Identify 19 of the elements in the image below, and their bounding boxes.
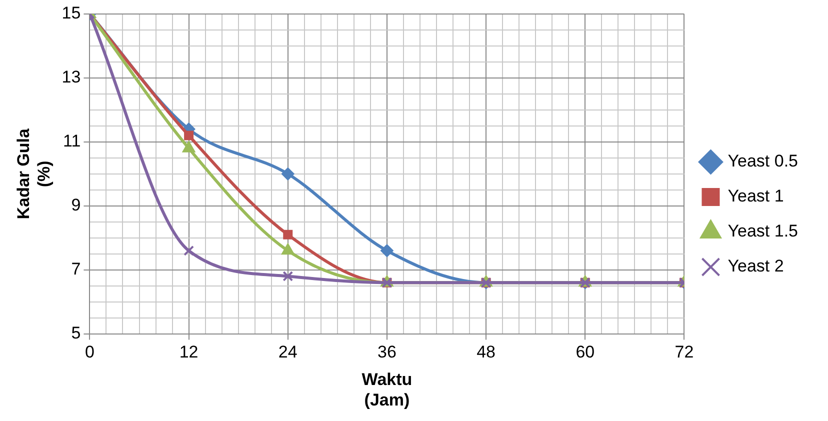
legend-label: Yeast 1 xyxy=(728,186,784,206)
y-tick-label: 11 xyxy=(63,132,81,151)
y-tick-label: 5 xyxy=(71,323,81,342)
x-tick-label: 24 xyxy=(278,342,298,362)
x-tick-label: 12 xyxy=(179,342,198,362)
y-tick-label: 9 xyxy=(71,196,81,215)
y-tick-label: 15 xyxy=(62,4,81,23)
y-axis-title: Kadar Gula (%) xyxy=(14,128,54,220)
x-axis-title: Waktu (Jam) xyxy=(362,370,412,410)
legend-label: Yeast 2 xyxy=(728,256,784,276)
x-tick-label: 0 xyxy=(84,342,94,362)
legend-label: Yeast 0.5 xyxy=(728,152,798,171)
x-tick-label: 36 xyxy=(378,342,396,362)
legend-label: Yeast 1.5 xyxy=(728,222,798,241)
x-tick-label: 60 xyxy=(576,342,595,362)
x-tick-label: 48 xyxy=(476,342,496,362)
y-tick-label: 7 xyxy=(71,260,81,279)
y-tick-label: 13 xyxy=(62,68,81,87)
x-tick-label: 72 xyxy=(674,342,694,362)
